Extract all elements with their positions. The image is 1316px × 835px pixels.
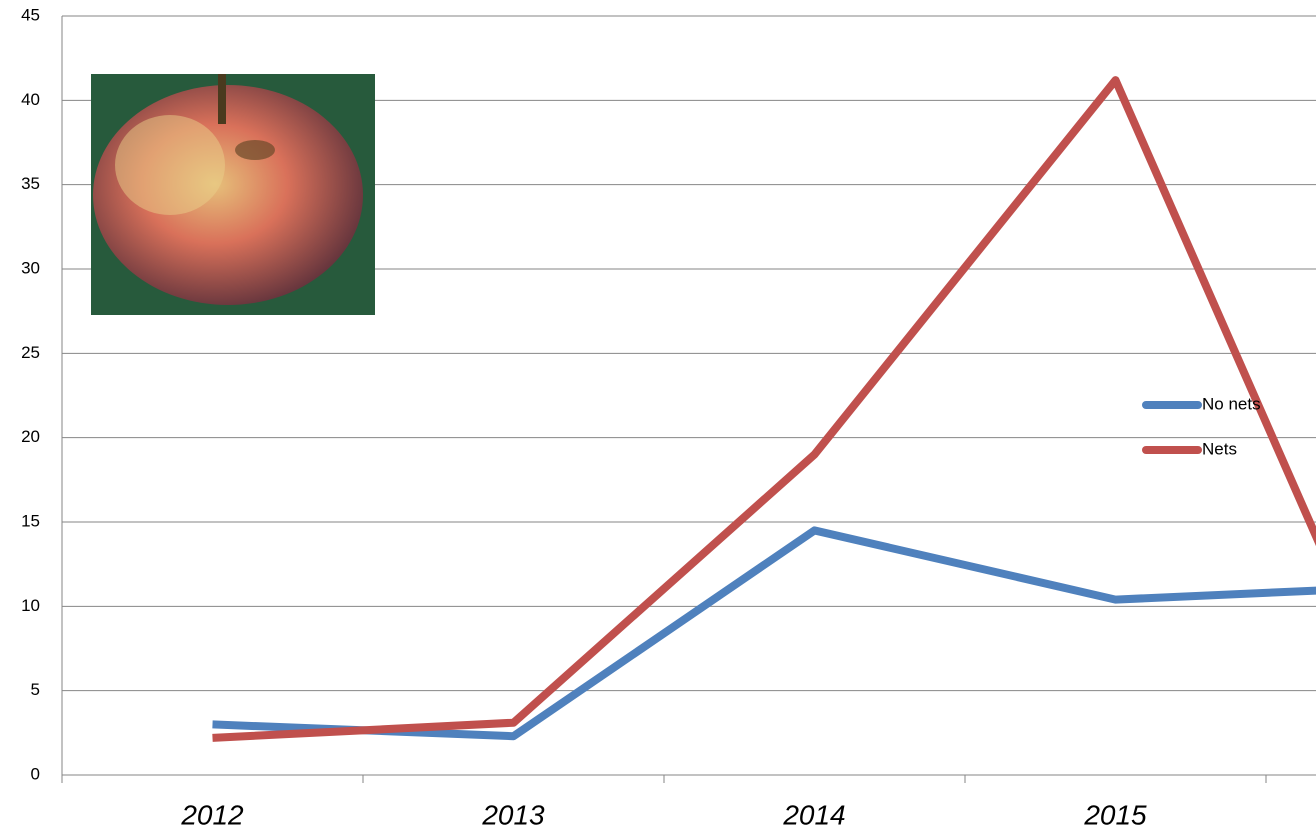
x-tick-label: 2012 xyxy=(180,799,244,830)
y-tick-label: 30 xyxy=(21,258,40,277)
apple-photo xyxy=(91,74,375,315)
y-tick-label: 20 xyxy=(21,427,40,446)
series-line xyxy=(212,76,1316,742)
y-tick-label: 35 xyxy=(21,174,40,193)
legend-label: Nets xyxy=(1202,439,1237,458)
legend-label: No nets xyxy=(1202,394,1261,413)
series-line xyxy=(212,526,1316,741)
y-tick-label: 10 xyxy=(21,596,40,615)
x-tick-label: 2014 xyxy=(782,799,845,830)
y-tick-label: 15 xyxy=(21,511,40,530)
y-tick-label: 25 xyxy=(21,343,40,362)
y-tick-label: 40 xyxy=(21,90,40,109)
x-tick-label: 2015 xyxy=(1083,799,1147,830)
y-tick-label: 45 xyxy=(21,5,40,24)
y-tick-label: 0 xyxy=(31,764,40,783)
x-tick-label: 2013 xyxy=(481,799,545,830)
y-tick-label: 5 xyxy=(31,680,40,699)
